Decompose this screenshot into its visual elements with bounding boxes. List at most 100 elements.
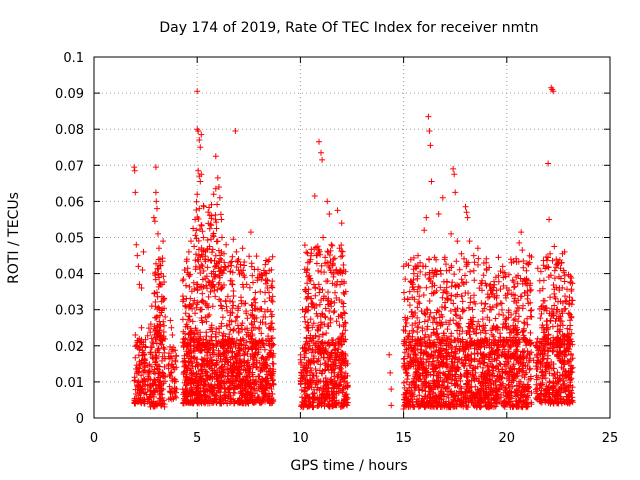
data-point	[198, 315, 205, 321]
data-point	[209, 303, 216, 310]
data-point	[146, 395, 153, 401]
data-point	[193, 251, 199, 258]
data-point	[166, 355, 173, 362]
data-point	[208, 270, 215, 277]
data-point	[155, 382, 162, 389]
data-point	[165, 362, 172, 369]
data-point	[248, 301, 255, 308]
data-point	[235, 366, 242, 373]
data-point	[250, 296, 257, 303]
data-point	[261, 346, 268, 353]
data-point	[192, 232, 199, 239]
data-point	[244, 315, 251, 322]
data-point	[256, 326, 263, 332]
data-point	[262, 355, 269, 362]
data-point	[215, 347, 222, 354]
data-point	[160, 329, 167, 335]
data-point	[269, 311, 276, 318]
data-point	[242, 400, 249, 407]
data-point	[200, 339, 207, 346]
data-point	[180, 296, 187, 303]
data-point	[215, 259, 222, 266]
data-point	[229, 305, 236, 312]
data-point	[185, 304, 192, 311]
data-point	[220, 266, 227, 273]
data-point	[236, 357, 243, 364]
data-point	[213, 326, 220, 332]
data-point	[215, 281, 222, 288]
data-point	[192, 376, 199, 383]
data-point	[222, 333, 229, 340]
data-point	[248, 335, 255, 342]
data-point	[201, 382, 207, 389]
data-point	[180, 358, 186, 365]
data-point	[230, 327, 237, 334]
data-point	[307, 372, 314, 379]
data-point	[193, 301, 200, 308]
data-point	[185, 346, 192, 353]
data-point	[224, 293, 231, 300]
data-point	[218, 374, 225, 381]
y-tick-label: 0.04	[55, 268, 84, 283]
data-point	[159, 400, 166, 407]
data-point	[147, 344, 154, 351]
data-point	[253, 364, 260, 371]
data-point	[154, 265, 161, 272]
data-point	[266, 256, 273, 263]
data-point	[166, 350, 172, 357]
data-point	[269, 368, 276, 375]
data-point	[242, 326, 248, 333]
data-point	[197, 226, 203, 233]
data-point	[147, 388, 153, 395]
data-point	[249, 369, 256, 376]
data-point	[233, 372, 240, 379]
data-point	[200, 268, 207, 274]
data-points	[131, 84, 576, 412]
data-point	[231, 390, 238, 397]
data-point	[265, 340, 272, 347]
data-point	[191, 391, 198, 397]
data-point	[154, 313, 160, 320]
data-point	[208, 322, 215, 329]
data-point	[155, 345, 162, 352]
data-point	[257, 288, 264, 295]
data-point	[243, 360, 250, 367]
data-point	[152, 354, 159, 361]
data-point	[205, 345, 212, 352]
data-point	[190, 336, 197, 343]
data-point	[217, 380, 224, 386]
data-point	[226, 331, 233, 338]
data-point	[194, 384, 201, 391]
data-point	[215, 265, 222, 272]
data-point	[229, 269, 236, 276]
data-point	[269, 293, 276, 300]
data-point	[147, 329, 154, 336]
data-point	[205, 209, 212, 216]
data-point	[194, 331, 201, 338]
x-tick-label: 25	[602, 431, 619, 446]
data-point	[206, 311, 213, 318]
data-point	[256, 373, 263, 380]
data-point	[223, 354, 230, 361]
data-point	[324, 351, 331, 357]
data-point	[159, 306, 166, 313]
data-point	[246, 382, 253, 389]
data-point	[170, 344, 177, 351]
data-point	[229, 368, 236, 375]
data-point	[168, 396, 175, 403]
data-point	[173, 389, 179, 396]
data-point	[209, 278, 216, 285]
data-point	[202, 300, 209, 307]
data-point	[207, 257, 214, 264]
data-point	[152, 379, 159, 386]
data-point	[250, 313, 257, 320]
data-point	[308, 349, 315, 356]
data-point	[182, 303, 189, 310]
data-point	[252, 289, 259, 296]
data-point	[155, 362, 161, 369]
data-point	[138, 372, 145, 379]
data-point	[241, 262, 248, 269]
data-point	[245, 378, 252, 384]
data-point	[198, 375, 205, 382]
data-point	[168, 369, 175, 376]
